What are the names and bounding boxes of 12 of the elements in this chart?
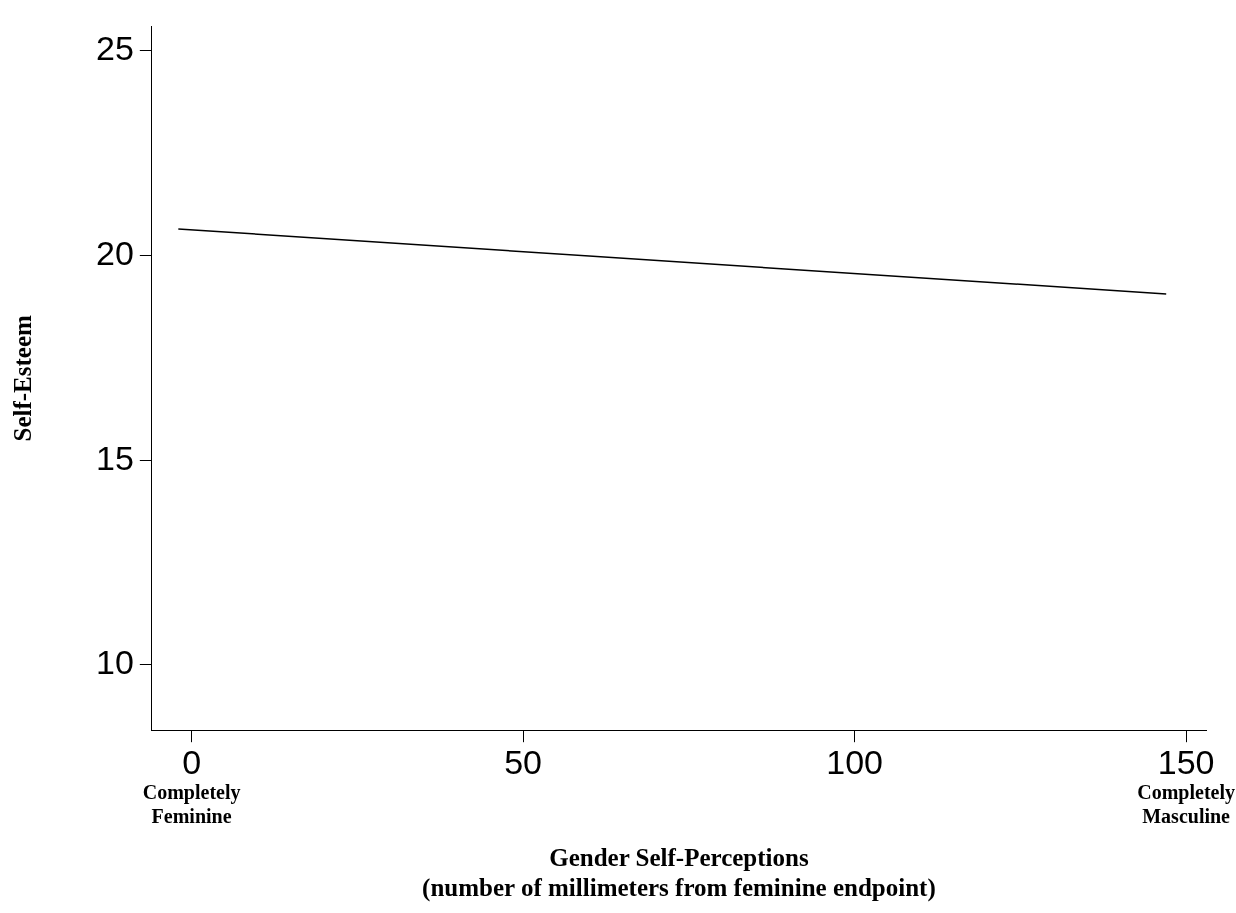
text: Completely Feminine — [142, 781, 241, 828]
y-tick-label: 10 — [95, 643, 134, 682]
y-tick-label: 15 — [95, 438, 134, 477]
x-tick-label: 150 — [1157, 742, 1215, 781]
y-tick-label: 20 — [95, 233, 134, 272]
y-tick-label: 25 — [95, 29, 134, 68]
x-tick-label: 100 — [826, 742, 883, 781]
y-axis-title: Self-Esteem — [9, 314, 37, 442]
text: Completely Masculine — [1137, 781, 1235, 828]
x-tick-label: 0 — [182, 742, 202, 781]
x-tick-label: 50 — [504, 742, 543, 781]
x-axis-title: Gender Self-Perceptions (number of millimeters from feminine endpoint) — [422, 844, 936, 903]
